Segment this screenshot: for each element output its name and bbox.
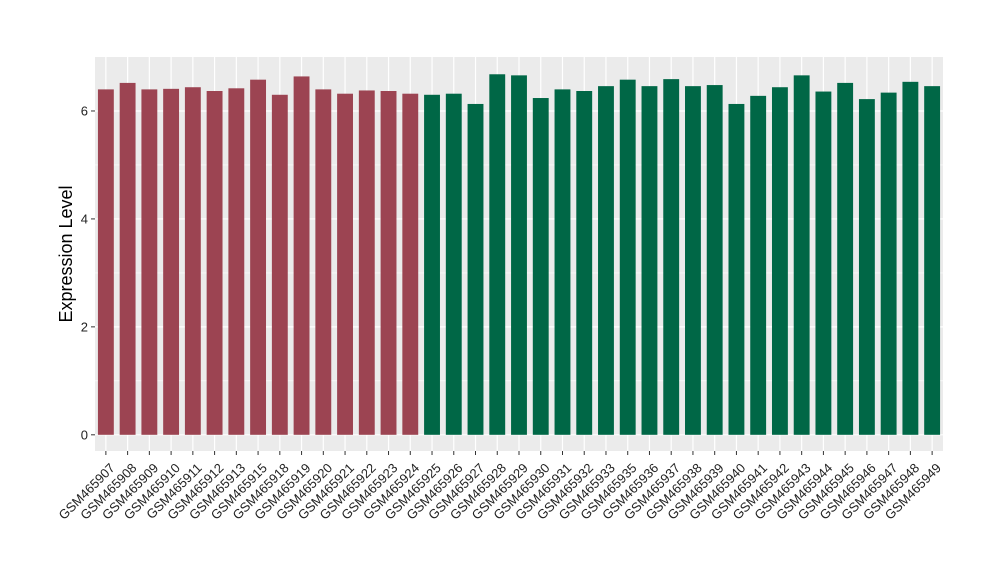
bar-GSM465930	[532, 98, 549, 435]
bar-GSM465941	[750, 95, 767, 435]
bar-GSM465910	[163, 88, 180, 435]
bar-GSM465936	[641, 86, 658, 435]
bar-GSM465931	[554, 89, 571, 435]
bar-GSM465932	[576, 91, 593, 435]
bar-GSM465935	[619, 79, 636, 435]
bar-GSM465909	[141, 89, 158, 435]
bar-GSM465933	[598, 86, 614, 435]
bar-GSM465920	[315, 89, 332, 435]
bar-GSM465907	[97, 89, 114, 435]
bar-GSM465947	[880, 92, 897, 435]
bar-GSM465922	[358, 90, 375, 435]
bar-GSM465944	[815, 91, 832, 435]
bar-GSM465946	[858, 99, 875, 435]
bar-GSM465915	[250, 79, 267, 435]
bar-GSM465939	[706, 85, 723, 435]
bar-GSM465908	[119, 82, 136, 435]
bar-GSM465945	[837, 82, 854, 435]
bar-GSM465938	[685, 86, 701, 435]
bar-GSM465943	[793, 75, 810, 435]
bar-GSM465925	[424, 94, 440, 435]
bar-GSM465919	[293, 76, 310, 435]
bar-GSM465921	[337, 93, 353, 435]
y-tick-label: 0	[81, 427, 88, 442]
bar-GSM465949	[924, 86, 941, 435]
bar-GSM465942	[771, 87, 788, 435]
bar-GSM465923	[380, 91, 397, 435]
bar-GSM465927	[467, 103, 484, 435]
bar-GSM465940	[728, 103, 745, 435]
bar-GSM465913	[228, 88, 245, 435]
bar-GSM465912	[206, 91, 223, 435]
y-axis: 0 2 4 6	[81, 103, 95, 442]
y-tick-label: 6	[81, 103, 88, 118]
bar-GSM465924	[402, 93, 419, 435]
bar-GSM465929	[511, 75, 527, 435]
y-tick-label: 4	[81, 211, 88, 226]
bar-GSM465918	[271, 94, 288, 435]
bar-GSM465911	[184, 87, 201, 435]
bar-GSM465937	[663, 79, 680, 435]
y-tick-label: 2	[81, 319, 88, 334]
bar-GSM465948	[902, 81, 919, 435]
y-axis-title: Expression Level	[56, 185, 76, 322]
bars-layer	[97, 74, 941, 435]
bar-GSM465928	[489, 74, 506, 435]
bar-GSM465926	[445, 93, 462, 435]
x-axis: GSM465907GSM465908GSM465909GSM465910GSM4…	[56, 451, 944, 523]
